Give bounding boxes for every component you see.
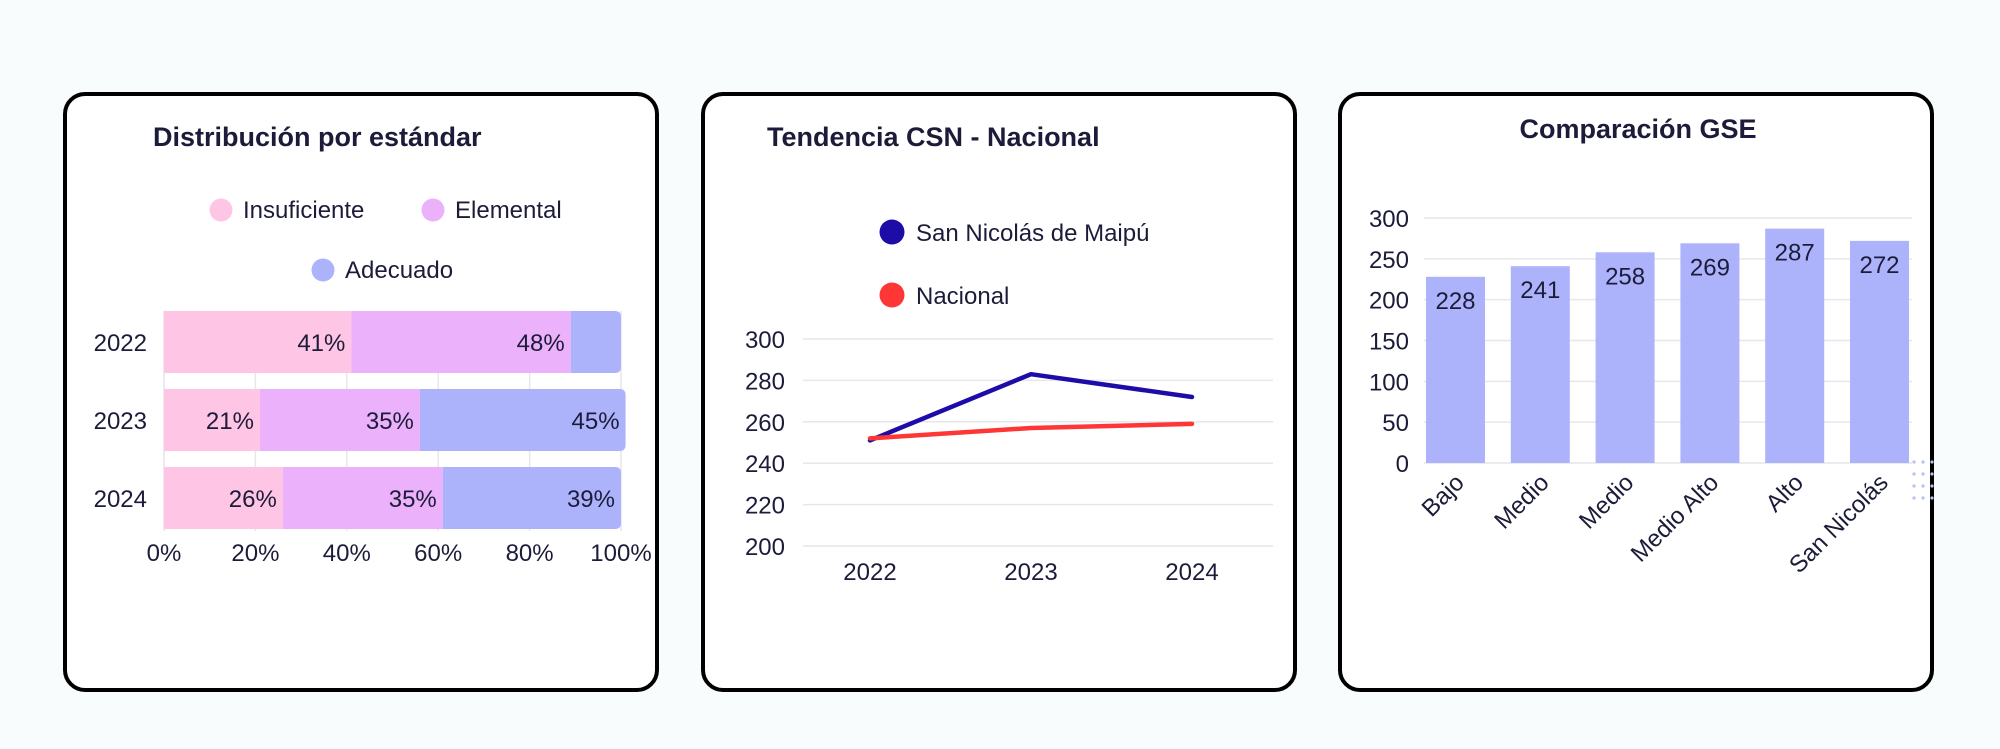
bar (1510, 266, 1570, 463)
y-tick-label: 240 (745, 451, 785, 478)
x-tick-label: 2022 (843, 559, 896, 586)
y-tick-label: 200 (1369, 288, 1409, 315)
x-tick-label: 0% (147, 540, 182, 567)
x-tick-label: 40% (323, 540, 371, 567)
gse-comparison-chart: Comparación GSE 0 50 100 150 200 250 300 228 Bajo… (1369, 114, 1934, 579)
decorative-dot (1930, 460, 1934, 464)
y-tick-label: 300 (1369, 206, 1409, 233)
data-label: 41% (297, 330, 345, 357)
x-tick-label: Bajo (1417, 469, 1470, 522)
decorative-dot (1930, 472, 1934, 476)
data-label: 241 (1520, 277, 1560, 304)
bar-segment-elemental (282, 467, 443, 529)
category-label: 2024 (94, 486, 147, 513)
bar (1680, 243, 1740, 463)
y-tick-label: 50 (1382, 410, 1409, 437)
data-label: 48% (517, 330, 565, 357)
decorative-dot (1912, 496, 1916, 500)
bar-segment-elemental (351, 311, 571, 373)
x-tick-label: 80% (506, 540, 554, 567)
bar (1850, 240, 1909, 463)
category-label: 2022 (94, 330, 147, 357)
y-tick-label: 260 (745, 410, 785, 437)
bar-segment-adecuado (442, 467, 621, 529)
decorative-dot (1930, 484, 1934, 488)
data-label: 35% (366, 408, 414, 435)
bar (1426, 276, 1485, 463)
data-label: 228 (1435, 288, 1475, 315)
decorative-dot (1912, 460, 1916, 464)
legend-marker (879, 282, 905, 308)
decorative-dot (1930, 496, 1934, 500)
decorative-dot (1921, 460, 1925, 464)
decorative-dots (1912, 460, 1934, 500)
legend-marker-elemental (421, 198, 445, 222)
data-label: 258 (1605, 263, 1645, 290)
decorative-dot (1921, 484, 1925, 488)
data-label: 45% (572, 408, 620, 435)
legend-label: San Nicolás de Maipú (916, 220, 1149, 247)
legend-marker (879, 219, 905, 245)
data-label: 287 (1775, 240, 1815, 267)
distribution-chart: Distribución por estándar Insuficiente Ele… (94, 122, 652, 567)
data-label: 39% (567, 486, 615, 513)
distribution-chart-card: Distribución por estándar Insuficiente Ele… (63, 92, 659, 692)
chart-title: Tendencia CSN - Nacional (767, 122, 1100, 152)
bar (1595, 252, 1655, 463)
trend-chart: Tendencia CSN - Nacional San Nicolás de M… (745, 122, 1273, 586)
data-label: 272 (1859, 252, 1899, 279)
x-tick-label: 60% (414, 540, 462, 567)
legend-label: Adecuado (345, 257, 453, 284)
legend-label: Elemental (455, 197, 562, 224)
data-label: 269 (1690, 254, 1730, 281)
x-tick-label: 2024 (1165, 559, 1218, 586)
y-tick-label: 220 (745, 493, 785, 520)
series-line-san-nicolas (867, 371, 1195, 443)
decorative-dot (1921, 496, 1925, 500)
gse-comparison-chart-card: Comparación GSE 0 50 100 150 200 250 300 228 Bajo… (1338, 92, 1934, 692)
bar-segment-insuficiente (164, 389, 260, 451)
series-line-nacional (867, 421, 1195, 441)
legend-label: Nacional (916, 283, 1009, 310)
x-tick-label: 20% (231, 540, 279, 567)
data-label: 35% (389, 486, 437, 513)
x-tick-label: 100% (590, 540, 651, 567)
trend-chart-card: Tendencia CSN - Nacional San Nicolás de M… (701, 92, 1297, 692)
data-label: 21% (206, 408, 254, 435)
x-tick-label: Medio (1574, 469, 1639, 534)
chart-title: Comparación GSE (1519, 114, 1756, 144)
legend-marker-adecuado (311, 258, 335, 282)
chart-title: Distribución por estándar (153, 122, 482, 152)
y-tick-label: 0 (1396, 451, 1409, 478)
y-tick-label: 250 (1369, 247, 1409, 274)
bar-segment-insuficiente (164, 311, 352, 373)
y-tick-label: 280 (745, 368, 785, 395)
bar (1765, 228, 1825, 463)
data-label: 26% (229, 486, 277, 513)
decorative-dot (1921, 472, 1925, 476)
x-tick-label: Medio Alto (1626, 469, 1724, 567)
bar-segment-elemental (259, 389, 420, 451)
y-tick-label: 300 (745, 327, 785, 354)
legend-label: Insuficiente (243, 197, 364, 224)
decorative-dot (1912, 484, 1916, 488)
y-tick-label: 150 (1369, 329, 1409, 356)
x-tick-label: 2023 (1004, 559, 1057, 586)
bar-segment-adecuado (570, 311, 621, 373)
x-tick-label: Alto (1761, 469, 1809, 517)
y-tick-label: 100 (1369, 369, 1409, 396)
category-label: 2023 (94, 408, 147, 435)
bar-segment-adecuado (419, 389, 626, 451)
decorative-dot (1912, 472, 1916, 476)
legend-marker-insuficiente (209, 198, 233, 222)
x-tick-label: Medio (1489, 469, 1554, 534)
y-tick-label: 200 (745, 534, 785, 561)
bar-segment-insuficiente (164, 467, 283, 529)
